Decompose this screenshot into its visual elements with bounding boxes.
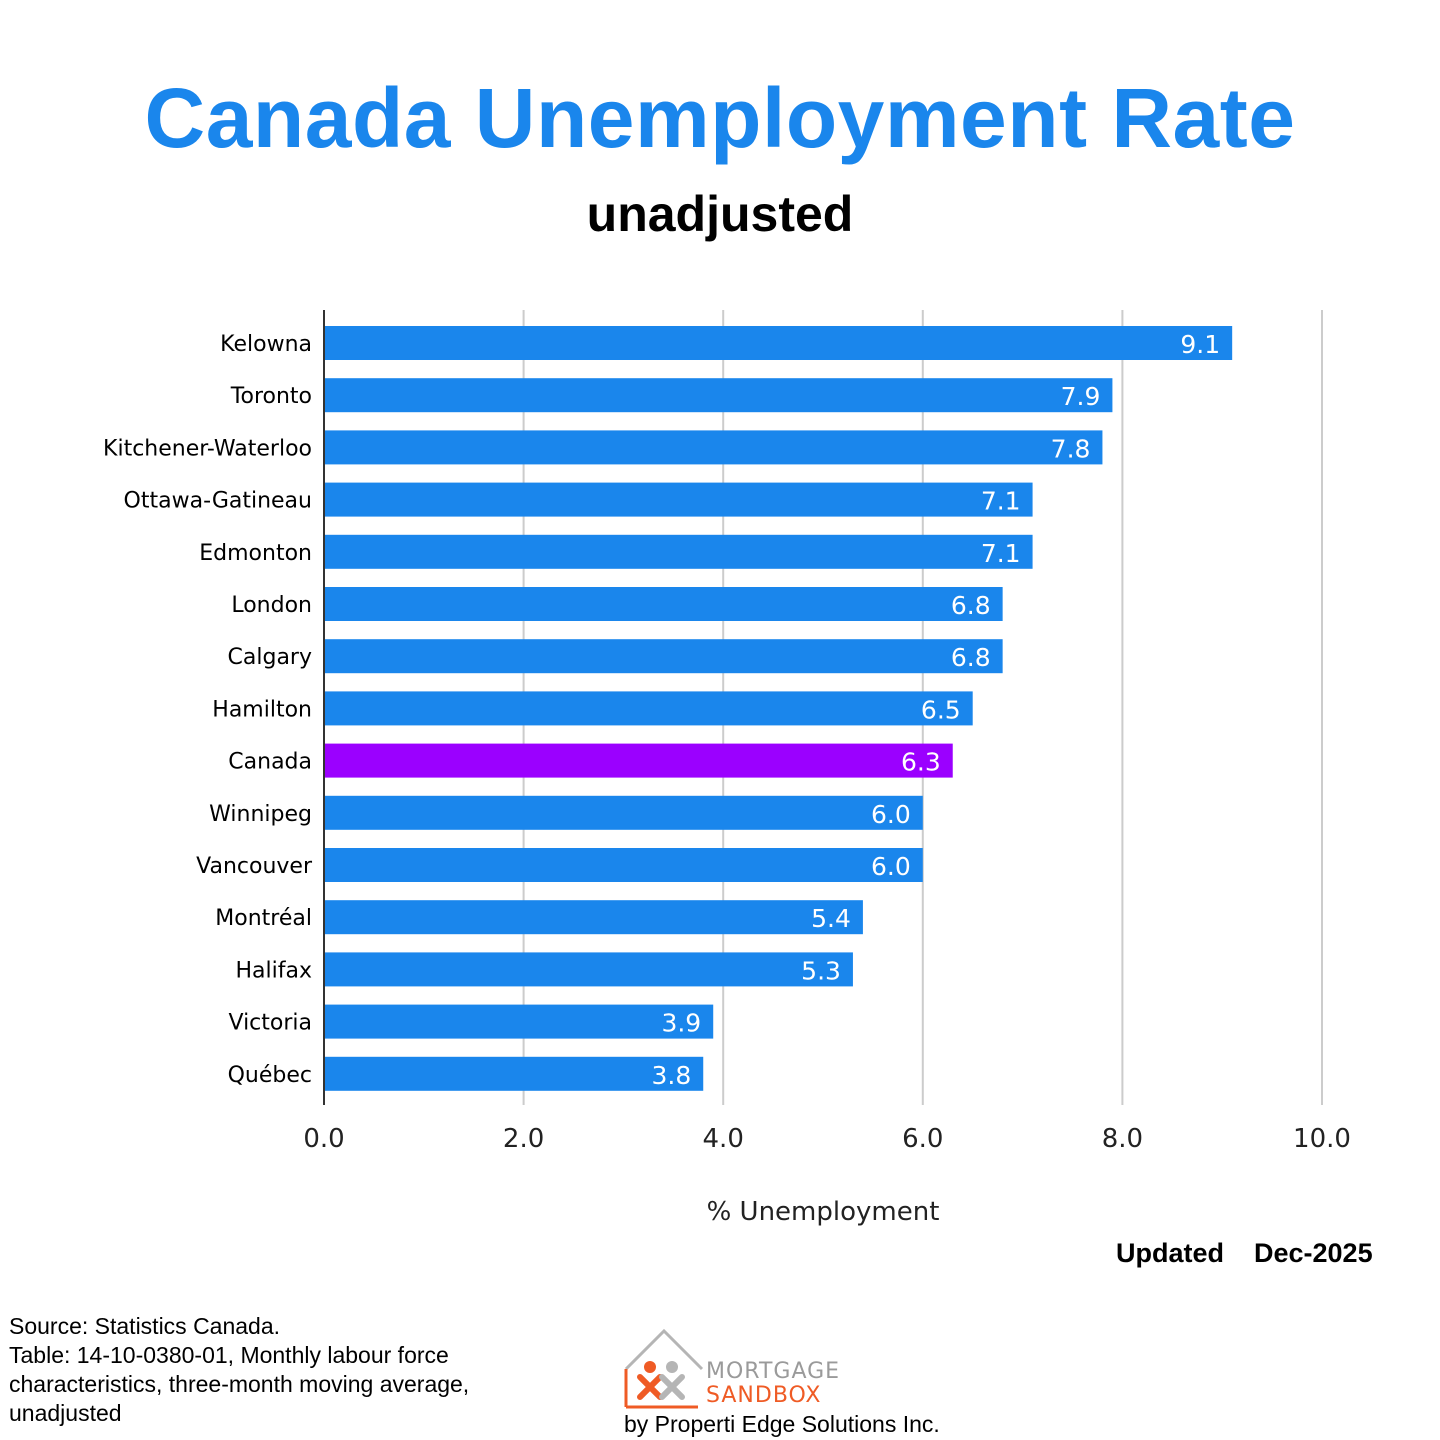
x-tick-label: 0.0	[303, 1124, 344, 1154]
source-note: Source: Statistics Canada. Table: 14-10-…	[9, 1312, 529, 1428]
y-category-label: Canada	[228, 750, 312, 775]
logo-byline: by Properti Edge Solutions Inc.	[624, 1411, 940, 1437]
y-category-label: Victoria	[229, 1011, 313, 1036]
y-category-label: Kitchener-Waterloo	[103, 436, 312, 461]
y-category-label: Halifax	[236, 958, 313, 983]
source-line: Source: Statistics Canada.	[9, 1313, 281, 1339]
data-label: 6.3	[901, 748, 941, 777]
y-category-label: London	[231, 593, 312, 618]
bar-halifax	[324, 952, 853, 987]
data-label: 5.3	[801, 956, 841, 985]
y-category-label: Edmonton	[199, 541, 312, 566]
y-category-label: Ottawa-Gatineau	[124, 489, 312, 514]
logo-text-mortgage: MORTGAGE	[706, 1359, 841, 1384]
bar-chart: 9.1 7.9 7.8 7.1 7.1 6.8 6.8 6.5 6.3 6.0 6.0 5.4 5.3 3…	[103, 310, 1351, 1227]
data-label: 5.4	[811, 904, 851, 933]
data-label: 7.9	[1061, 382, 1101, 411]
bar-ottawa-gatineau	[324, 482, 1033, 517]
y-category-label: Kelowna	[220, 332, 312, 357]
bar-toronto	[324, 378, 1113, 413]
y-category-label: Hamilton	[212, 697, 312, 722]
bar-winnipeg	[324, 795, 923, 830]
data-label: 6.8	[951, 591, 991, 620]
x-tick-label: 8.0	[1102, 1124, 1143, 1154]
bar-london	[324, 587, 1003, 621]
data-label: 3.9	[661, 1009, 701, 1038]
bar-victoria	[324, 1004, 714, 1039]
data-label: 6.0	[871, 800, 911, 829]
data-label: 7.1	[981, 539, 1021, 568]
logo-text-sandbox: SANDBOX	[706, 1383, 822, 1408]
y-category-label: Montréal	[215, 906, 312, 931]
bar-kitchener-waterloo	[324, 430, 1103, 465]
data-label: 7.8	[1051, 434, 1091, 463]
bar-montr-al	[324, 900, 863, 935]
y-category-label: Toronto	[230, 384, 312, 409]
y-category-label: Calgary	[228, 645, 312, 670]
y-category-label: Québec	[228, 1063, 312, 1088]
source-line: Table: 14-10-0380-01, Monthly labour for…	[9, 1342, 470, 1426]
bar-kelowna	[324, 326, 1233, 360]
y-category-label: Vancouver	[196, 854, 313, 879]
bar-canada	[324, 743, 953, 778]
data-label: 6.8	[951, 643, 991, 672]
y-category-label: Winnipeg	[209, 802, 312, 827]
data-label: 3.8	[651, 1061, 691, 1090]
mortgage-sandbox-logo: MORTGAGE SANDBOX by Properti Edge Soluti…	[620, 1325, 940, 1440]
bars: 9.1 7.9 7.8 7.1 7.1 6.8 6.8 6.5 6.3 6.0 6.0 5.4 5.3 3…	[324, 326, 1233, 1091]
bar-vancouver	[324, 848, 923, 882]
chart-title: Canada Unemployment Rate	[144, 71, 1296, 165]
house-logo-icon	[624, 1328, 704, 1409]
x-tick-label: 6.0	[902, 1124, 943, 1154]
data-label: 9.1	[1180, 330, 1220, 359]
x-tick-label: 10.0	[1293, 1124, 1351, 1154]
data-label: 7.1	[981, 487, 1021, 516]
bar-hamilton	[324, 691, 973, 726]
x-axis-label: % Unemployment	[707, 1197, 940, 1227]
bar-edmonton	[324, 534, 1033, 569]
chart-subtitle: unadjusted	[586, 186, 854, 242]
x-tick-label: 4.0	[703, 1124, 744, 1154]
data-label: 6.0	[871, 852, 911, 881]
axes: 0.0 2.0 4.0 6.0 8.0 10.0 Kelowna Toronto Kitchen…	[103, 310, 1351, 1154]
data-label: 6.5	[921, 695, 961, 724]
x-tick-label: 2.0	[503, 1124, 544, 1154]
bar-qu-bec	[324, 1056, 704, 1091]
bar-calgary	[324, 639, 1003, 674]
updated-date: Updated Dec-2025	[1116, 1238, 1373, 1268]
